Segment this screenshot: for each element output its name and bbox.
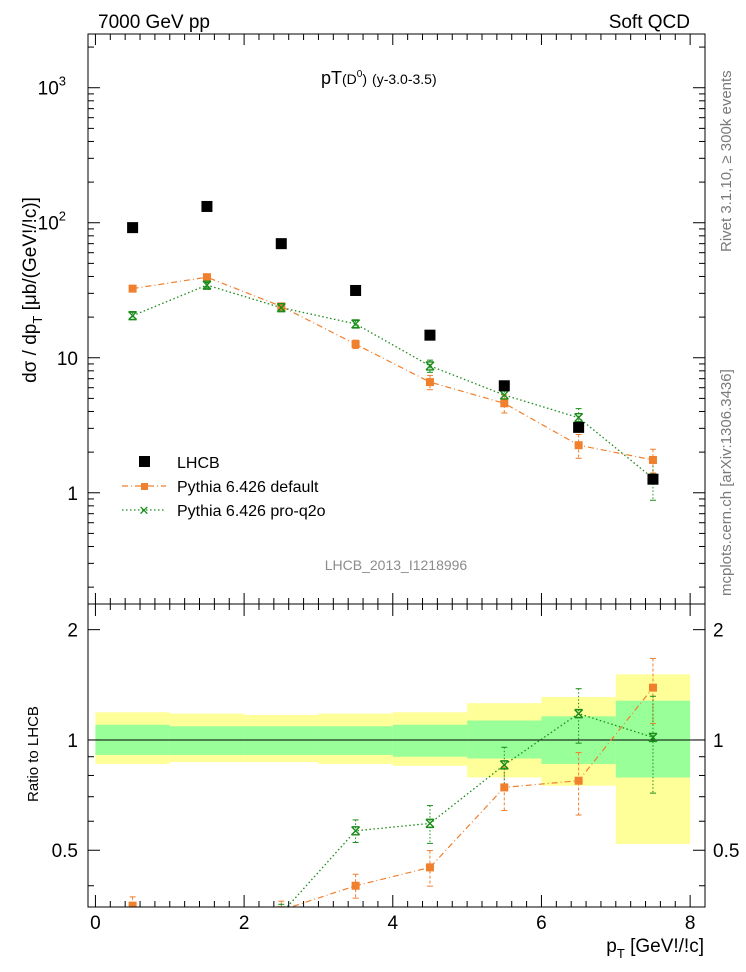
ratio-point-default [203, 928, 211, 936]
data-point-lhcb [647, 473, 659, 485]
data-point-default [648, 455, 657, 464]
data-point-lhcb [201, 200, 213, 212]
y-tick-label-upper: 102 [38, 209, 66, 235]
legend-marker-default [141, 483, 148, 490]
ratio-point-proq2o [648, 732, 658, 743]
data-point-default [574, 441, 583, 450]
ratio-line-default [132, 687, 654, 907]
data-point-lhcb [275, 238, 287, 250]
ratio-point-proq2o [277, 909, 285, 917]
process-label: Soft QCD [609, 12, 690, 33]
ratio-y-tick-label-right: 2 [713, 621, 724, 642]
ratio-y-tick-label-right: 0.5 [713, 841, 739, 862]
data-point-default [277, 302, 286, 311]
energy-label: 7000 GeV pp [98, 12, 210, 33]
data-point-lhcb [498, 380, 510, 392]
data-point-default [500, 399, 509, 408]
ratio-point-default [128, 901, 137, 907]
ratio-series-group [128, 657, 658, 958]
ratio-panel-frame [87, 603, 706, 908]
legend: LHCB Pythia 6.426 default ✕ Pythia 6.426… [122, 455, 326, 520]
legend-label-default: Pythia 6.426 default [177, 479, 319, 496]
ratio-point-default [648, 683, 657, 692]
y-axis-label: dσ / dpT [μb/(GeV!/!c)] [20, 197, 45, 383]
ratio-point-default [574, 776, 583, 785]
legend-marker-lhcb [139, 456, 150, 467]
analysis-id: LHCB_2013_I1218996 [325, 557, 468, 573]
ratio-y-tick-label-right: 1 [713, 731, 724, 752]
ratio-point-proq2o [574, 708, 584, 719]
y-tick-label-upper: 1 [67, 484, 78, 505]
mcplots-label: mcplots.cern.ch [arXiv:1306.3436] [718, 369, 735, 596]
ratio-point-default [425, 863, 434, 872]
ratio-y-axis-label: Ratio to LHCB [25, 706, 42, 802]
x-tick-label: 6 [536, 913, 547, 934]
data-point-proq2o [351, 319, 361, 329]
series-line-default [132, 276, 654, 461]
data-point-proq2o [276, 302, 286, 313]
data-point-lhcb [573, 421, 585, 433]
data-point-proq2o [574, 412, 584, 423]
x-tick-label: 2 [239, 913, 250, 934]
ratio-y-tick-label-left: 0.5 [52, 841, 78, 862]
ratio-point-proq2o [351, 826, 361, 836]
x-tick-label: 8 [685, 913, 696, 934]
ratio-point-proq2o [425, 818, 435, 829]
ratio-point-proq2o [203, 950, 211, 958]
uncertainty-band-inner [169, 726, 245, 755]
data-point-lhcb [127, 222, 139, 234]
data-point-lhcb [350, 284, 362, 296]
ratio-panel: 0 2 4 6 8 0.5 0.5 1 1 2 2 Ratio to LHCB pT [GeV!/!… [25, 603, 739, 961]
ratio-y-tick-label-left: 1 [67, 731, 78, 752]
data-point-default [128, 284, 137, 293]
x-tick-label: 4 [387, 913, 398, 934]
rivet-version-label: Rivet 3.1.10, ≥ 300k events [718, 70, 735, 252]
uncertainty-band-inner [318, 726, 393, 755]
data-point-proq2o [425, 361, 435, 371]
y-tick-label-upper: 10 [57, 349, 78, 370]
ratio-point-default [351, 881, 360, 890]
x-axis-label: pT [GeV!/!c] [606, 936, 704, 961]
main-panel: 1 10 102 103 pT(D0) (y-3.0-3.5) dσ / dpT [μb… [20, 33, 706, 605]
data-point-proq2o [202, 280, 212, 290]
data-point-default [202, 273, 211, 282]
data-point-proq2o [499, 390, 509, 400]
ratio-point-default [500, 783, 509, 792]
series-line-proq2o [132, 284, 654, 479]
chart-title: pT(D0) (y-3.0-3.5) [321, 68, 437, 88]
data-point-default [425, 378, 434, 387]
x-tick-label: 0 [90, 913, 101, 934]
legend-label-lhcb: LHCB [177, 455, 220, 472]
ratio-y-tick-label-left: 2 [67, 621, 78, 642]
ratio-point-proq2o [499, 760, 509, 770]
data-point-lhcb [424, 329, 436, 341]
data-point-default [351, 340, 360, 349]
data-point-proq2o [128, 310, 138, 321]
y-tick-label-upper: 103 [38, 74, 66, 100]
legend-marker-proq2o: ✕ [139, 504, 150, 519]
uncertainty-band-inner [392, 724, 468, 757]
legend-label-proq2o: Pythia 6.426 pro-q2o [177, 503, 326, 520]
uncertainty-band-inner [244, 726, 319, 755]
